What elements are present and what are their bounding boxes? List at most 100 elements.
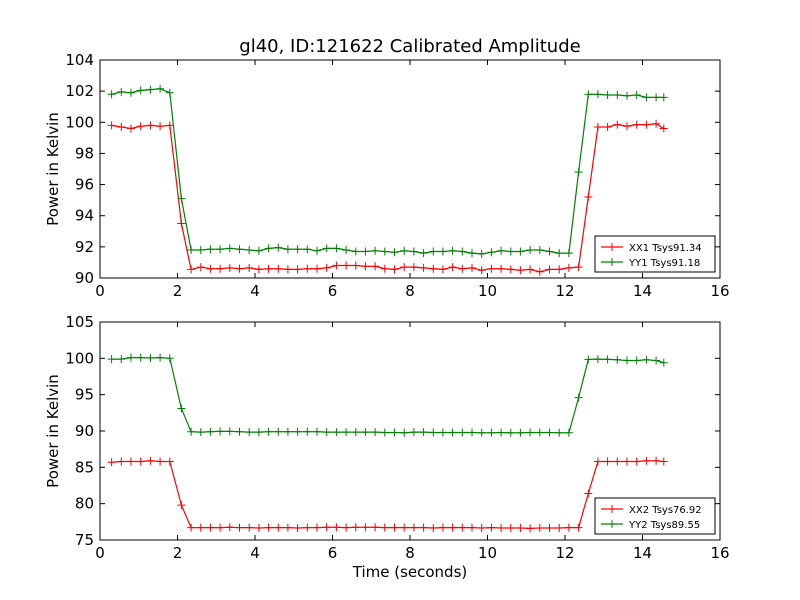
bottom-panel: 0 2 4 6 8 10 12 14 16 75 80 85 90 95 100 105 Power in Ke… <box>44 313 730 562</box>
data-point <box>264 244 273 253</box>
data-point <box>409 523 418 532</box>
data-point <box>351 523 360 532</box>
data-point <box>545 428 554 437</box>
x-tick-label: 16 <box>710 544 729 562</box>
y-tick-label: 80 <box>75 495 94 513</box>
data-point <box>477 524 486 532</box>
y-tick-label: 94 <box>75 207 94 225</box>
data-point <box>497 264 506 273</box>
data-point <box>156 457 165 466</box>
data-point <box>613 91 622 99</box>
y-tick-label: 102 <box>65 82 94 100</box>
data-point <box>196 263 205 272</box>
data-point <box>468 263 476 272</box>
data-point <box>361 523 370 532</box>
data-point <box>254 246 263 255</box>
data-point <box>584 355 593 364</box>
data-point <box>468 523 476 532</box>
y-tick-label: 96 <box>75 176 94 194</box>
data-point <box>254 524 263 532</box>
data-point <box>458 264 467 273</box>
data-point <box>283 245 292 254</box>
data-point <box>545 247 554 256</box>
data-point <box>107 355 116 364</box>
data-point <box>535 267 544 276</box>
data-point <box>342 523 351 532</box>
data-point <box>371 428 380 437</box>
data-point <box>117 123 126 131</box>
y-tick-label: 85 <box>75 458 94 476</box>
x-tick-label: 16 <box>710 282 729 300</box>
data-point <box>652 119 661 128</box>
data-point <box>177 219 186 228</box>
y-tick-label: 75 <box>75 531 94 549</box>
data-point <box>245 523 254 532</box>
data-point <box>429 428 438 437</box>
x-tick-label: 4 <box>250 282 260 300</box>
data-point <box>245 246 254 254</box>
data-point <box>380 264 389 273</box>
data-point <box>603 355 612 364</box>
data-point <box>332 244 341 253</box>
data-point <box>623 91 631 100</box>
data-point <box>283 265 292 274</box>
x-tick-label: 14 <box>633 544 652 562</box>
data-point <box>361 428 370 437</box>
data-point <box>313 523 321 532</box>
data-point <box>390 428 399 437</box>
data-point <box>322 263 331 272</box>
data-point <box>429 524 438 532</box>
data-point <box>632 120 641 129</box>
data-point <box>400 263 409 272</box>
y-tick-label: 100 <box>65 113 94 131</box>
legend-marker <box>608 520 616 528</box>
legend: XX1 Tsys91.34 YY1 Tsys91.18 <box>594 235 716 273</box>
legend-label: XX1 Tsys91.34 <box>629 243 702 254</box>
data-point <box>371 523 380 532</box>
data-point <box>322 244 331 253</box>
data-point <box>136 457 145 466</box>
data-point <box>216 427 225 436</box>
data-point <box>448 523 457 532</box>
data-point <box>623 122 631 131</box>
data-point <box>642 456 651 465</box>
data-point <box>555 428 564 437</box>
y-tick-label: 90 <box>75 422 94 440</box>
data-point <box>107 90 116 99</box>
data-point <box>187 427 196 436</box>
data-point <box>274 264 283 273</box>
data-point <box>107 458 116 467</box>
data-point <box>225 263 234 272</box>
data-point <box>293 427 302 436</box>
series-line <box>111 123 665 273</box>
data-point <box>477 249 486 258</box>
data-point <box>274 427 283 436</box>
data-point <box>390 248 399 257</box>
data-point <box>429 264 438 273</box>
x-tick-label: 10 <box>478 282 497 300</box>
data-point <box>313 246 321 255</box>
x-tick-label: 2 <box>173 544 183 562</box>
data-point <box>516 524 525 532</box>
legend: XX2 Tsys76.92 YY2 Tsys89.55 <box>594 497 716 535</box>
data-point <box>458 247 467 256</box>
x-tick-label: 4 <box>250 544 260 562</box>
data-point <box>293 265 302 274</box>
data-point <box>584 90 593 99</box>
y-tick-label: 92 <box>75 238 94 256</box>
data-point <box>545 265 554 274</box>
data-point <box>225 244 234 253</box>
legend-label: YY1 Tsys91.18 <box>628 258 700 269</box>
data-point <box>593 457 602 466</box>
data-point <box>632 356 641 365</box>
data-point <box>351 261 360 270</box>
series-2-1 <box>107 456 668 533</box>
data-point <box>642 120 651 129</box>
data-point <box>652 356 661 365</box>
data-point <box>506 428 515 437</box>
data-point <box>235 523 244 532</box>
data-point <box>545 524 554 532</box>
data-point <box>146 354 155 362</box>
data-point <box>506 247 515 256</box>
data-point <box>613 355 622 364</box>
